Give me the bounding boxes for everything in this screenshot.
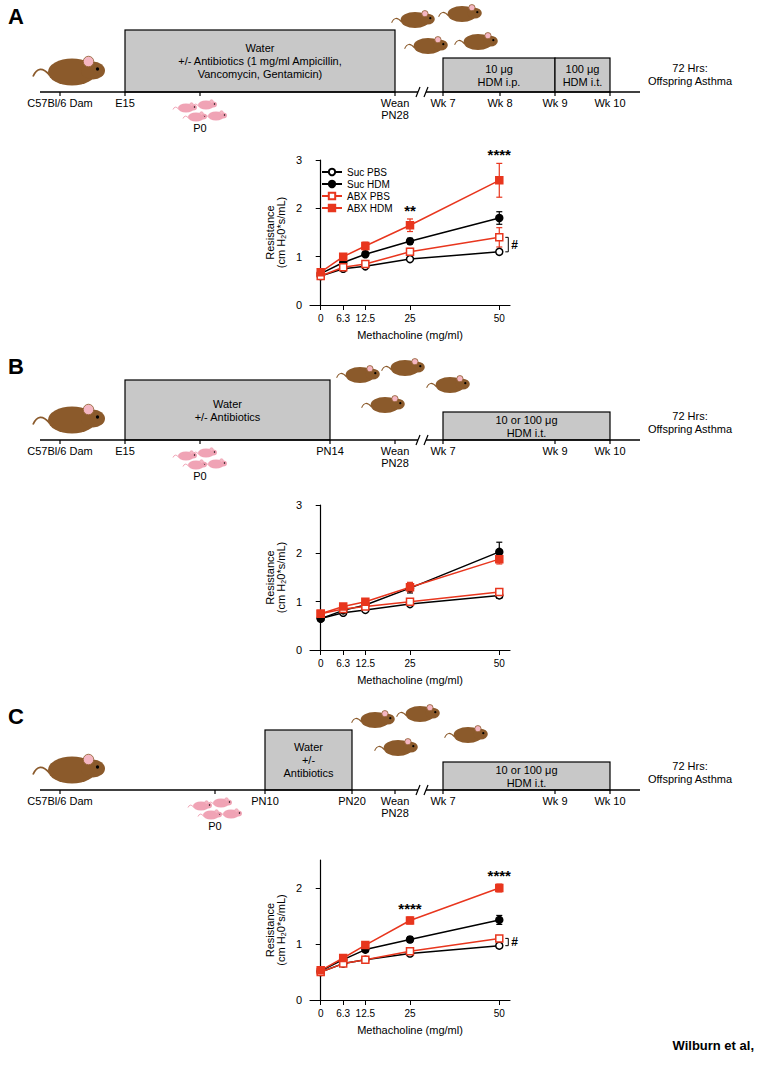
- svg-text:C: C: [8, 704, 24, 729]
- svg-text:****: ****: [398, 900, 422, 917]
- svg-text:PN28: PN28: [381, 457, 409, 469]
- svg-text:HDM i.t.: HDM i.t.: [507, 427, 547, 439]
- svg-text:72 Hrs:: 72 Hrs:: [672, 62, 707, 74]
- svg-text:0: 0: [318, 313, 324, 324]
- svg-text:Wk 7: Wk 7: [430, 795, 455, 807]
- svg-text:Wk 9: Wk 9: [542, 97, 567, 109]
- svg-text:+/- Antibiotics (1 mg/ml Ampic: +/- Antibiotics (1 mg/ml Ampicillin,: [178, 55, 342, 67]
- svg-text:+/-: +/-: [302, 754, 315, 766]
- svg-text:Wean: Wean: [381, 445, 410, 457]
- svg-text:(cm H₂0*s/mL): (cm H₂0*s/mL): [275, 197, 287, 269]
- svg-text:72 Hrs:: 72 Hrs:: [672, 410, 707, 422]
- svg-text:HDM i.t.: HDM i.t.: [563, 76, 603, 88]
- svg-text:A: A: [8, 4, 24, 29]
- svg-text:C57Bl/6 Dam: C57Bl/6 Dam: [27, 795, 92, 807]
- svg-text:72 Hrs:: 72 Hrs:: [672, 760, 707, 772]
- svg-text:(cm H₂0*s/mL): (cm H₂0*s/mL): [275, 542, 287, 614]
- svg-text:0: 0: [296, 644, 302, 656]
- svg-text:10 or 100 μg: 10 or 100 μg: [496, 764, 558, 776]
- svg-text:50: 50: [494, 313, 506, 324]
- svg-text:50: 50: [494, 1008, 506, 1019]
- svg-text:C57Bl/6 Dam: C57Bl/6 Dam: [27, 445, 92, 457]
- svg-text:P0: P0: [193, 122, 206, 134]
- svg-text:Wean: Wean: [381, 97, 410, 109]
- svg-text:0: 0: [318, 658, 324, 669]
- svg-text:#: #: [511, 238, 518, 252]
- svg-text:C57Bl/6 Dam: C57Bl/6 Dam: [27, 97, 92, 109]
- svg-text:Water: Water: [213, 398, 242, 410]
- svg-text:Resistance: Resistance: [263, 902, 276, 958]
- svg-text:Wk 9: Wk 9: [542, 445, 567, 457]
- svg-text:Resistance: Resistance: [263, 550, 276, 605]
- svg-text:**: **: [404, 202, 416, 219]
- svg-text:1: 1: [296, 596, 302, 608]
- svg-text:Wk 10: Wk 10: [594, 795, 625, 807]
- svg-text:Wk 10: Wk 10: [594, 97, 625, 109]
- svg-text:E15: E15: [115, 445, 135, 457]
- svg-text:Suc HDM: Suc HDM: [347, 179, 390, 190]
- svg-text:10 or 100 μg: 10 or 100 μg: [496, 414, 558, 426]
- svg-text:PN28: PN28: [381, 807, 409, 819]
- svg-text:HDM i.p.: HDM i.p.: [478, 76, 521, 88]
- svg-text:PN10: PN10: [251, 795, 279, 807]
- svg-text:Wk 8: Wk 8: [487, 97, 512, 109]
- svg-text:****: ****: [488, 146, 512, 163]
- svg-text:Resistance: Resistance: [263, 205, 276, 260]
- svg-text:25: 25: [404, 1008, 416, 1019]
- svg-text:Water: Water: [294, 741, 323, 753]
- svg-text:Offspring Asthma: Offspring Asthma: [648, 773, 733, 785]
- svg-text:12.5: 12.5: [356, 658, 376, 669]
- svg-text:3: 3: [296, 154, 302, 166]
- svg-text:12.5: 12.5: [356, 313, 376, 324]
- svg-text:50: 50: [494, 658, 506, 669]
- svg-text:Methacholine (mg/ml): Methacholine (mg/ml): [357, 1024, 463, 1036]
- svg-text:B: B: [8, 354, 24, 379]
- svg-text:Offspring Asthma: Offspring Asthma: [648, 423, 733, 435]
- svg-text:25: 25: [404, 313, 416, 324]
- svg-text:HDM i.t.: HDM i.t.: [507, 777, 547, 789]
- svg-text:3: 3: [296, 499, 302, 511]
- svg-text:P0: P0: [193, 470, 206, 482]
- svg-text:6.3: 6.3: [336, 313, 350, 324]
- svg-text:P0: P0: [208, 820, 221, 832]
- svg-text:(cm H₂0*s/mL): (cm H₂0*s/mL): [275, 894, 287, 966]
- svg-text:25: 25: [404, 658, 416, 669]
- svg-text:0: 0: [296, 994, 302, 1006]
- svg-text:PN28: PN28: [381, 109, 409, 121]
- svg-text:6.3: 6.3: [336, 658, 350, 669]
- svg-text:10 μg: 10 μg: [485, 63, 513, 75]
- svg-text:Water: Water: [246, 42, 275, 54]
- svg-text:Wk 10: Wk 10: [594, 445, 625, 457]
- svg-text:2: 2: [296, 202, 302, 214]
- svg-text:1: 1: [296, 251, 302, 263]
- svg-text:6.3: 6.3: [336, 1008, 350, 1019]
- svg-text:0: 0: [296, 299, 302, 311]
- svg-text:2: 2: [296, 882, 302, 894]
- svg-text:+/- Antibiotics: +/- Antibiotics: [195, 411, 261, 423]
- svg-text:ABX HDM: ABX HDM: [347, 203, 393, 214]
- svg-text:100 μg: 100 μg: [566, 63, 600, 75]
- svg-text:Wk 7: Wk 7: [430, 445, 455, 457]
- svg-text:12.5: 12.5: [356, 1008, 376, 1019]
- svg-text:****: ****: [488, 867, 512, 884]
- svg-text:Wk 9: Wk 9: [542, 795, 567, 807]
- svg-text:Methacholine (mg/ml): Methacholine (mg/ml): [357, 329, 463, 341]
- html-text:Wilburn et al,: Wilburn et al,: [672, 1038, 754, 1053]
- svg-text:1: 1: [296, 938, 302, 950]
- svg-text:2: 2: [296, 547, 302, 559]
- svg-text:E15: E15: [115, 97, 135, 109]
- svg-text:Suc PBS: Suc PBS: [347, 167, 387, 178]
- svg-text:Antibiotics: Antibiotics: [283, 767, 334, 779]
- svg-text:Wean: Wean: [381, 795, 410, 807]
- svg-text:PN14: PN14: [316, 445, 344, 457]
- svg-text:#: #: [511, 935, 518, 949]
- svg-text:Vancomycin, Gentamicin): Vancomycin, Gentamicin): [198, 68, 323, 80]
- svg-text:ABX PBS: ABX PBS: [347, 191, 390, 202]
- svg-text:0: 0: [318, 1008, 324, 1019]
- svg-text:PN20: PN20: [338, 795, 366, 807]
- svg-text:Offspring Asthma: Offspring Asthma: [648, 75, 733, 87]
- svg-text:Methacholine (mg/ml): Methacholine (mg/ml): [357, 674, 463, 686]
- svg-text:Wk 7: Wk 7: [430, 97, 455, 109]
